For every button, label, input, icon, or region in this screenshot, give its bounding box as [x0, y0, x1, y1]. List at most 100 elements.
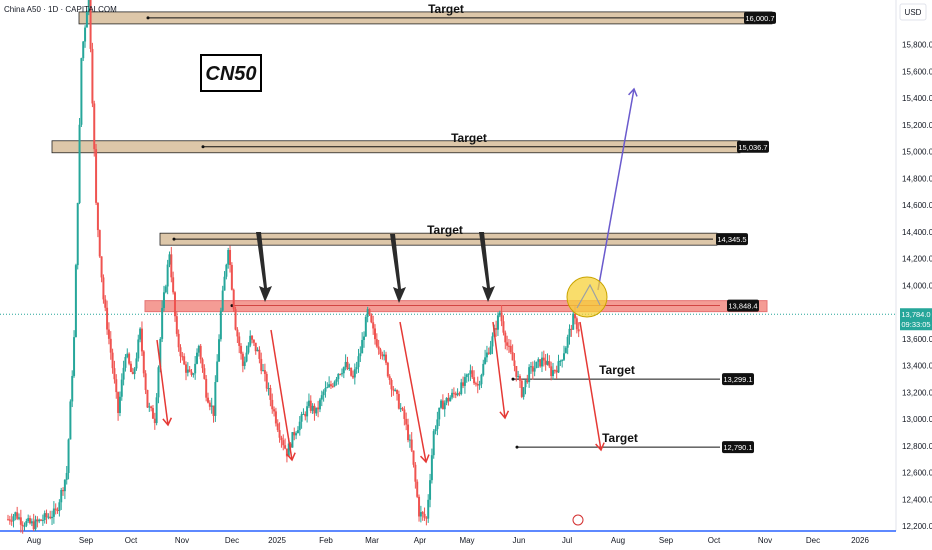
- candle-bullish: [364, 316, 367, 337]
- candle-bullish: [243, 361, 246, 366]
- candle-bearish: [16, 512, 19, 519]
- y-tick-label: 15,400.0: [902, 94, 932, 103]
- candle-bearish: [232, 289, 235, 310]
- candle-bearish: [526, 380, 529, 383]
- candle-bullish: [337, 373, 340, 380]
- candle-bullish: [84, 27, 87, 42]
- candle-bearish: [397, 393, 400, 409]
- candle-bullish: [65, 472, 68, 480]
- candle-bearish: [531, 366, 534, 372]
- down-arrow-black: [479, 232, 495, 302]
- candle-bearish: [388, 376, 391, 381]
- candle-bearish: [412, 450, 415, 465]
- x-tick-label: Jun: [513, 536, 526, 545]
- currency-box[interactable]: [899, 3, 927, 21]
- candle-bullish: [419, 512, 422, 517]
- candle-bullish: [340, 373, 343, 375]
- candle-bearish: [144, 373, 147, 390]
- level-label-text: 13,299.1: [723, 375, 752, 384]
- candle-bearish: [401, 408, 404, 410]
- flag-icon-group: [572, 514, 584, 526]
- up-arrow-blue: [597, 88, 635, 291]
- y-tick-label: 15,600.0: [902, 67, 932, 76]
- candle-bearish: [421, 512, 424, 514]
- candle-bearish: [172, 277, 175, 293]
- candle-bearish: [544, 360, 547, 365]
- y-tick-label: 12,200.0: [902, 522, 932, 531]
- candle-bearish: [54, 508, 57, 510]
- candle-bearish: [98, 230, 101, 257]
- down-arrow-red: [156, 339, 169, 426]
- candle-bullish: [18, 517, 21, 519]
- header: China A50 · 1D · CAPITALCOM USD: [4, 3, 927, 21]
- candle-bullish: [355, 367, 358, 370]
- candle-bearish: [260, 358, 263, 371]
- candle-bearish: [550, 366, 553, 377]
- candle-bearish: [574, 313, 577, 319]
- level-anchor: [146, 16, 150, 20]
- down-arrow-red: [492, 321, 506, 419]
- y-tick-label: 14,200.0: [902, 255, 932, 264]
- candle-bullish: [166, 264, 169, 287]
- candle-bullish: [366, 309, 369, 317]
- candle-bullish: [449, 397, 452, 402]
- candle-bearish: [370, 314, 373, 323]
- down-arrow-red-head: [286, 452, 296, 462]
- target-label: Target: [451, 131, 487, 145]
- target-label: Target: [599, 363, 635, 377]
- candle-bullish: [469, 370, 472, 374]
- level-label-text: 13,848.4: [728, 302, 757, 311]
- down-arrow-black: [256, 232, 272, 302]
- y-tick-label: 13,600.0: [902, 335, 932, 344]
- us-flag-icon[interactable]: [572, 514, 584, 526]
- level-label-text: 12,790.1: [723, 443, 752, 452]
- candle-bullish: [38, 519, 41, 522]
- candle-bearish: [205, 378, 208, 398]
- candle-bullish: [467, 373, 470, 375]
- candle-bullish: [432, 431, 435, 456]
- candle-bearish: [504, 332, 507, 343]
- candle-bearish: [396, 389, 399, 394]
- y-tick-label: 15,800.0: [902, 41, 932, 50]
- candle-bearish: [513, 360, 516, 367]
- candle-bullish: [78, 124, 81, 203]
- level-label-box: [737, 140, 769, 153]
- candle-bullish: [445, 397, 448, 403]
- candle-bullish: [219, 310, 222, 340]
- candle-bearish: [229, 250, 232, 265]
- candle-bearish: [150, 406, 153, 409]
- x-tick-label: Dec: [225, 536, 239, 545]
- candle-bearish: [425, 517, 428, 519]
- candle-bullish: [568, 328, 571, 337]
- y-tick-label: 14,000.0: [902, 281, 932, 290]
- candle-bearish: [208, 402, 211, 407]
- candle-bearish: [32, 521, 35, 530]
- candle-bullish: [324, 387, 327, 392]
- candle-bearish: [241, 353, 244, 366]
- y-tick-label: 13,200.0: [902, 388, 932, 397]
- candle-bearish: [368, 309, 371, 315]
- candle-bullish: [540, 357, 543, 367]
- candle-bullish: [436, 419, 439, 430]
- y-tick-label: 12,600.0: [902, 469, 932, 478]
- candle-bearish: [350, 367, 353, 376]
- candle-bullish: [221, 290, 224, 311]
- candle-bullish: [460, 382, 463, 395]
- candle-bearish: [153, 418, 156, 424]
- candle-bullish: [14, 512, 17, 517]
- candle-bearish: [381, 354, 384, 357]
- candle-bullish: [359, 353, 362, 357]
- candle-bearish: [282, 440, 285, 446]
- candle-bearish: [553, 370, 556, 372]
- x-tick-label: Dec: [806, 536, 820, 545]
- candle-bullish: [566, 336, 569, 348]
- candle-bearish: [476, 383, 479, 386]
- candle-bearish: [179, 347, 182, 357]
- candle-bullish: [485, 352, 488, 358]
- candle-bearish: [254, 342, 257, 352]
- candle-bullish: [82, 41, 85, 59]
- candle-bearish: [115, 379, 118, 393]
- candle-bearish: [175, 316, 178, 334]
- x-tick-label: Aug: [27, 536, 41, 545]
- candle-bullish: [41, 520, 44, 522]
